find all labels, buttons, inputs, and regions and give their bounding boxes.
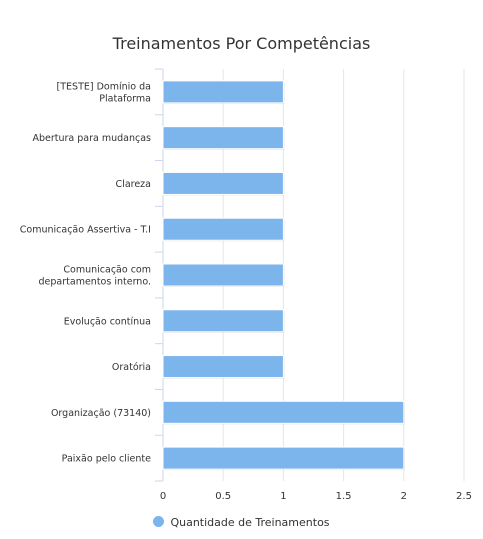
chart-title: Treinamentos Por Competências [112,34,371,53]
category-label: Abertura para mudanças [32,133,151,144]
bar[interactable] [162,446,405,470]
legend-marker [153,516,165,527]
bar[interactable] [162,309,284,333]
bar[interactable] [162,126,284,150]
category-label: Oratória [112,362,151,373]
category-label-line: Paixão pelo cliente [62,454,151,465]
legend[interactable]: Quantidade de Treinamentos [0,516,483,529]
legend-label: Quantidade de Treinamentos [170,516,330,529]
category-label: Comunicação com departamentos interno. [39,265,151,288]
bar[interactable] [162,400,405,424]
category-label: [TESTE] Domínio da Plataforma [57,81,151,104]
bar[interactable] [162,171,284,195]
category-label-line: Comunicação Assertiva - T.I [20,225,151,236]
category-label: Evolução contínua [64,316,151,327]
category-label-line: [TESTE] Domínio da [57,81,151,92]
category-label: Organização (73140) [51,408,151,419]
category-label-line: Clareza [116,179,151,190]
category-label-line: Plataforma [99,93,151,104]
category-label-line: Comunicação com [63,265,151,276]
x-tick-label: 1.5 [336,491,352,502]
category-label: Clareza [116,179,151,190]
category-label-line: Organização (73140) [51,408,151,419]
category-label-line: Oratória [112,362,151,373]
bar[interactable] [162,217,284,241]
category-label: Comunicação Assertiva - T.I [20,225,151,236]
x-tick-label: 2 [401,491,407,502]
x-tick-label: 0 [160,491,166,502]
x-tick-label: 2.5 [456,491,472,502]
x-tick-label: 1 [280,491,286,502]
category-label-line: Abertura para mudanças [32,133,151,144]
bar[interactable] [162,80,284,104]
bar[interactable] [162,263,284,287]
category-label: Paixão pelo cliente [62,454,151,465]
bar[interactable] [162,355,284,379]
x-tick-label: 0.5 [215,491,231,502]
category-label-line: departamentos interno. [39,277,151,288]
category-label-line: Evolução contínua [64,316,151,327]
